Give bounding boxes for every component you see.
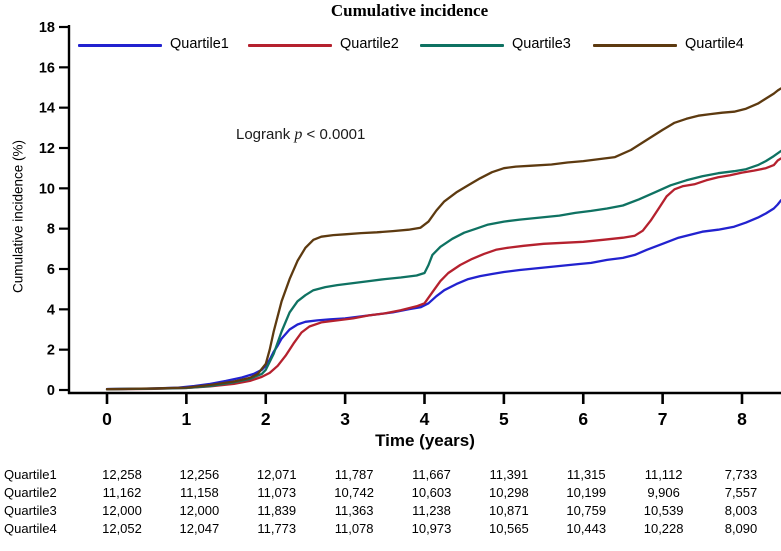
curve-quartile2	[105, 157, 781, 391]
logrank-p-symbol: p	[294, 126, 303, 143]
legend-line-icon	[593, 44, 677, 47]
risk-count: 9,906	[647, 485, 680, 500]
risk-count: 12,258	[102, 467, 142, 482]
risk-count: 11,158	[179, 485, 219, 500]
logrank-annotation: Logrank p < 0.0001	[236, 126, 365, 144]
risk-row-label: Quartile1	[4, 467, 57, 482]
x-tick-label: 7	[658, 409, 668, 429]
y-tick-label: 12	[39, 141, 55, 157]
risk-count: 12,256	[179, 467, 220, 482]
x-tick-label: 6	[578, 409, 588, 429]
risk-count: 11,667	[412, 467, 451, 482]
risk-count: 12,047	[179, 521, 220, 536]
risk-row-label: Quartile4	[4, 521, 57, 536]
risk-count: 11,238	[412, 503, 451, 518]
y-tick-label: 10	[39, 181, 55, 197]
risk-count: 10,443	[566, 521, 607, 536]
y-tick-label: 18	[39, 20, 55, 36]
legend: Quartile1 Quartile2 Quartile3 Quartile4	[0, 36, 781, 54]
risk-count: 11,073	[257, 485, 297, 500]
risk-count: 12,071	[256, 467, 297, 482]
risk-count: 7,557	[724, 485, 758, 500]
x-tick-label: 2	[261, 409, 271, 429]
x-tick-label: 4	[420, 409, 430, 429]
legend-line-icon	[420, 44, 504, 47]
risk-count: 11,773	[257, 521, 297, 536]
legend-label: Quartile3	[512, 36, 571, 52]
risk-count: 10,199	[566, 485, 607, 500]
risk-row-label: Quartile2	[4, 485, 57, 500]
y-tick-label: 8	[47, 222, 55, 238]
x-tick-label: 8	[737, 409, 747, 429]
curve-quartile4	[105, 87, 781, 391]
risk-count: 11,315	[566, 467, 606, 482]
risk-count: 11,078	[334, 521, 374, 536]
logrank-text-prefix: Logrank	[236, 126, 295, 143]
risk-count: 11,391	[489, 467, 529, 482]
risk-row-label: Quartile3	[4, 503, 57, 518]
y-tick-label: 0	[47, 383, 55, 399]
legend-label: Quartile2	[340, 36, 399, 52]
risk-count: 12,000	[179, 503, 220, 518]
risk-count: 10,228	[643, 521, 684, 536]
x-tick-label: 5	[499, 409, 509, 429]
risk-count: 11,839	[257, 503, 297, 518]
x-tick-label: 0	[102, 409, 112, 429]
y-axis-label: Cumulative incidence (%)	[10, 139, 26, 294]
legend-label: Quartile4	[685, 36, 744, 52]
x-axis-label: Time (years)	[375, 431, 475, 450]
y-tick-label: 6	[47, 262, 55, 278]
risk-count: 8,090	[724, 521, 758, 536]
risk-count: 10,759	[566, 503, 607, 518]
table-row: Quartile4 12,052 12,047 11,773 11,078 10,973 1…	[0, 521, 781, 537]
risk-count: 11,162	[102, 485, 142, 500]
legend-line-icon	[248, 44, 332, 47]
x-tick-label: 3	[340, 409, 350, 429]
table-row: Quartile3 12,000 12,000 11,839 11,363 11,238 1…	[0, 503, 781, 519]
risk-count: 12,052	[102, 521, 142, 536]
risk-count: 10,565	[488, 521, 529, 536]
risk-count: 10,603	[411, 485, 452, 500]
risk-count: 10,973	[411, 521, 452, 536]
table-row: Quartile1 12,258 12,256 12,071 11,787 11,667 1…	[0, 467, 781, 483]
risk-count: 7,733	[724, 467, 758, 482]
risk-count: 8,003	[724, 503, 758, 518]
risk-count: 12,000	[102, 503, 142, 518]
risk-count: 10,298	[488, 485, 529, 500]
y-tick-label: 4	[47, 302, 55, 318]
x-tick-label: 1	[182, 409, 192, 429]
curve-quartile1	[105, 199, 781, 391]
chart-title: Cumulative incidence	[330, 1, 489, 20]
logrank-text-suffix: < 0.0001	[302, 126, 366, 143]
y-tick-label: 2	[47, 343, 55, 359]
risk-count: 10,742	[334, 485, 374, 500]
legend-label: Quartile1	[170, 36, 229, 52]
risk-count: 11,787	[334, 467, 374, 482]
y-tick-label: 16	[39, 60, 55, 76]
risk-count: 10,539	[643, 503, 684, 518]
curve-quartile3	[105, 149, 781, 391]
y-tick-label: 14	[39, 101, 55, 117]
risk-count: 11,112	[644, 467, 683, 482]
risk-count: 11,363	[334, 503, 374, 518]
legend-line-icon	[78, 44, 162, 47]
table-row: Quartile2 11,162 11,158 11,073 10,742 10,603 1…	[0, 485, 781, 501]
risk-count: 10,871	[488, 503, 529, 518]
